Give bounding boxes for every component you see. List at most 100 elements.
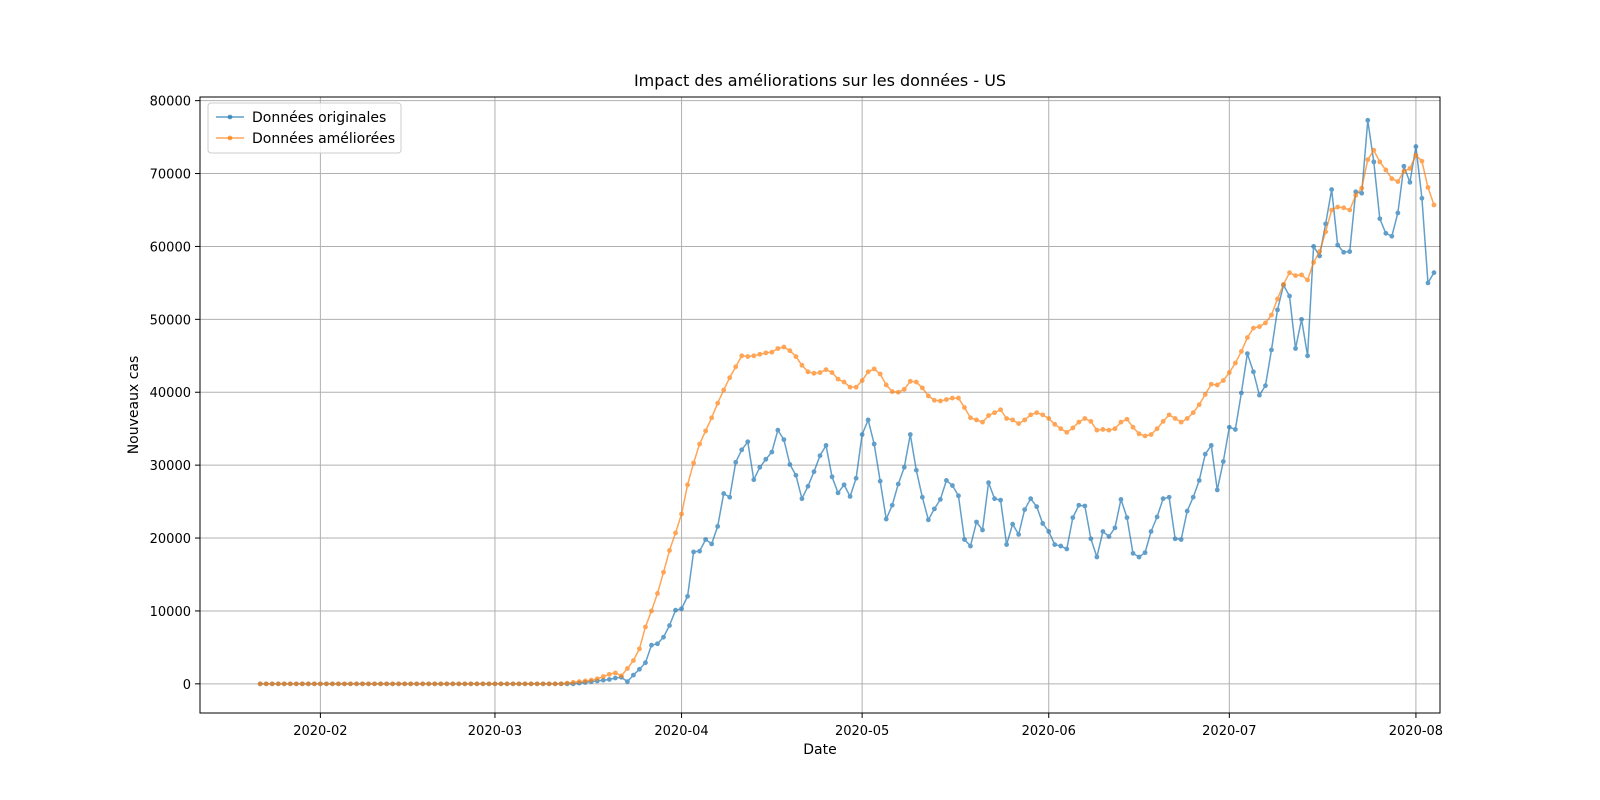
y-axis-label: Nouveaux cas: [126, 356, 142, 455]
data-point: [757, 351, 763, 357]
data-point: [624, 679, 630, 685]
data-point: [643, 660, 648, 666]
data-point: [986, 480, 991, 486]
data-point: [763, 456, 769, 462]
data-point: [1214, 382, 1220, 388]
data-point: [637, 666, 642, 672]
data-point: [1413, 144, 1419, 149]
y-tick-label: 30000: [150, 459, 191, 474]
data-point: [438, 681, 444, 687]
data-point: [432, 681, 438, 687]
data-point: [444, 681, 450, 687]
data-point: [534, 681, 540, 687]
data-point: [1275, 296, 1280, 302]
data-point: [1052, 542, 1058, 547]
x-tick-label: 2020-07: [1202, 724, 1256, 739]
data-point: [1022, 507, 1028, 513]
data-point: [372, 681, 377, 687]
data-point: [1136, 431, 1142, 437]
data-point: [727, 375, 733, 381]
data-point: [624, 666, 630, 671]
data-point: [1130, 550, 1136, 556]
data-point: [992, 410, 997, 416]
data-point: [1257, 392, 1262, 398]
data-point: [691, 460, 696, 466]
data-point: [925, 517, 931, 523]
data-point: [1118, 419, 1124, 425]
data-point: [504, 681, 510, 687]
data-point: [1214, 487, 1220, 493]
data-point: [763, 350, 769, 356]
data-point: [1287, 270, 1292, 276]
data-point: [1365, 157, 1371, 163]
data-point: [1377, 159, 1383, 165]
data-point: [974, 417, 979, 423]
data-point: [871, 441, 877, 447]
y-tick-label: 80000: [150, 95, 191, 110]
legend-label: Données améliorées: [252, 131, 395, 147]
data-point: [998, 497, 1003, 503]
data-point: [1172, 536, 1178, 542]
data-point: [817, 370, 823, 375]
data-point: [1232, 360, 1238, 366]
data-point: [600, 677, 606, 683]
y-tick-label: 60000: [150, 240, 191, 255]
data-point: [498, 681, 504, 687]
data-point: [396, 681, 402, 687]
data-point: [305, 681, 311, 687]
legend-marker: [227, 135, 233, 141]
data-point: [1208, 443, 1214, 448]
data-point: [1389, 233, 1395, 239]
data-point: [655, 641, 660, 647]
data-point: [384, 681, 389, 687]
data-point: [1016, 421, 1022, 426]
data-point: [522, 681, 528, 687]
data-point: [462, 681, 468, 687]
data-point: [1196, 478, 1202, 483]
data-point: [1142, 550, 1148, 556]
data-point: [793, 354, 799, 359]
data-point: [1353, 193, 1359, 198]
data-point: [649, 608, 654, 614]
series-layer: [257, 117, 1437, 687]
data-point: [865, 369, 871, 375]
data-point: [673, 607, 678, 613]
data-point: [1076, 419, 1082, 425]
data-point: [348, 681, 353, 687]
series-2: [257, 147, 1437, 687]
data-point: [883, 382, 889, 388]
data-point: [877, 371, 883, 377]
data-point: [661, 634, 666, 640]
data-point: [1413, 152, 1419, 158]
data-point: [721, 491, 727, 496]
data-point: [1226, 370, 1232, 375]
data-point: [823, 443, 829, 448]
data-point: [931, 397, 937, 403]
data-point: [1395, 210, 1401, 216]
data-point: [1034, 410, 1040, 416]
data-point: [600, 674, 606, 679]
data-point: [697, 548, 703, 554]
data-point: [733, 459, 739, 465]
data-point: [1329, 187, 1335, 192]
data-point: [673, 530, 678, 536]
data-point: [299, 681, 305, 687]
data-point: [594, 676, 600, 682]
data-point: [751, 353, 757, 359]
data-point: [1407, 166, 1413, 171]
data-point: [1022, 417, 1028, 423]
data-point: [558, 681, 564, 687]
data-point: [944, 397, 949, 402]
data-point: [1034, 504, 1040, 510]
data-point: [1118, 497, 1124, 502]
data-point: [1389, 176, 1395, 182]
legend-box: [207, 102, 402, 154]
data-point: [703, 428, 709, 434]
x-axis-label: Date: [803, 742, 836, 758]
data-point: [1341, 249, 1347, 255]
data-point: [1010, 417, 1016, 423]
data-point: [414, 681, 420, 687]
data-point: [1359, 185, 1365, 191]
data-point: [1184, 508, 1190, 514]
data-point: [474, 681, 480, 687]
